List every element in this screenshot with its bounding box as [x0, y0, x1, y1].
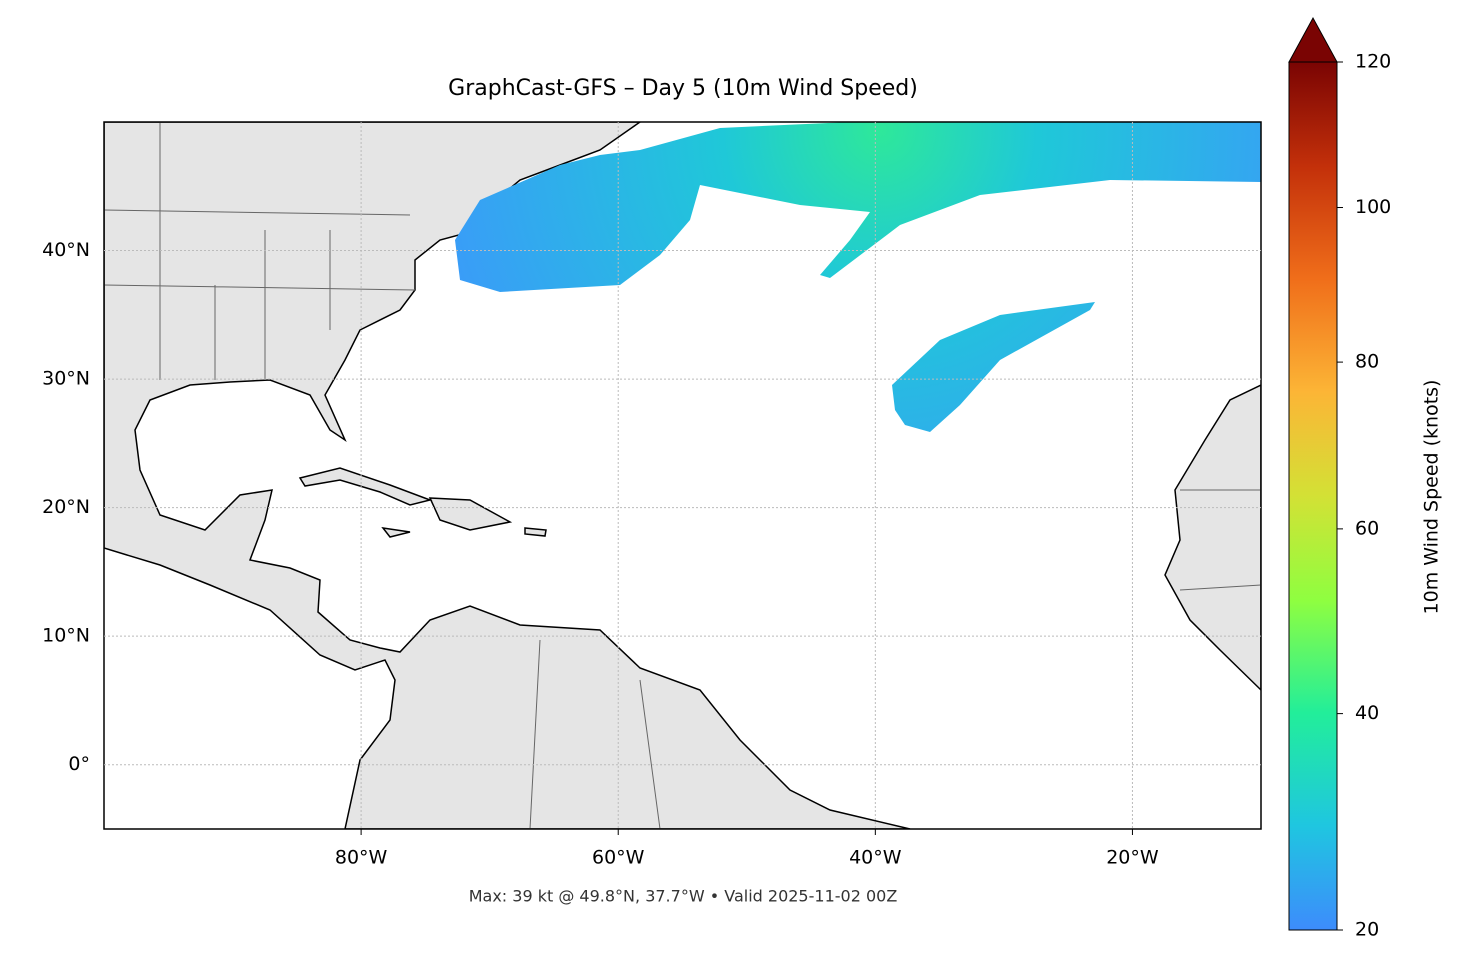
x-tick-label: 60°W — [592, 847, 645, 869]
y-tick-label: 10°N — [42, 625, 90, 647]
x-tick-label: 20°W — [1106, 847, 1159, 869]
x-tick-label: 80°W — [335, 847, 388, 869]
colorbar-tick-label: 80 — [1355, 351, 1379, 373]
colorbar-extend — [1288, 16, 1338, 63]
map-frame — [103, 121, 1262, 830]
y-tick-label: 30°N — [42, 368, 90, 390]
land — [298, 467, 547, 538]
colorbar-tick-label: 20 — [1355, 919, 1379, 941]
colorbar-label: 10m Wind Speed (knots) — [1421, 380, 1443, 615]
y-tick-label: 20°N — [42, 496, 90, 518]
annotation: Max: 39 kt @ 49.8°N, 37.7°W • Valid 2025… — [469, 887, 898, 906]
colorbar-tick-label: 100 — [1355, 196, 1391, 218]
land — [104, 122, 911, 829]
colorbar-tick-label: 120 — [1355, 51, 1391, 73]
chart-title: GraphCast-GFS – Day 5 (10m Wind Speed) — [448, 76, 918, 101]
x-tick-label: 40°W — [849, 847, 902, 869]
colorbar-tick-label: 60 — [1355, 517, 1379, 539]
wind-field — [892, 302, 1095, 432]
y-tick-label: 0° — [68, 753, 90, 775]
map — [104, 122, 1261, 829]
y-tick-label: 40°N — [42, 239, 90, 261]
colorbar — [1288, 61, 1338, 931]
colorbar-tick-label: 40 — [1355, 702, 1379, 724]
wind-field — [455, 122, 1261, 292]
land — [1164, 384, 1261, 692]
